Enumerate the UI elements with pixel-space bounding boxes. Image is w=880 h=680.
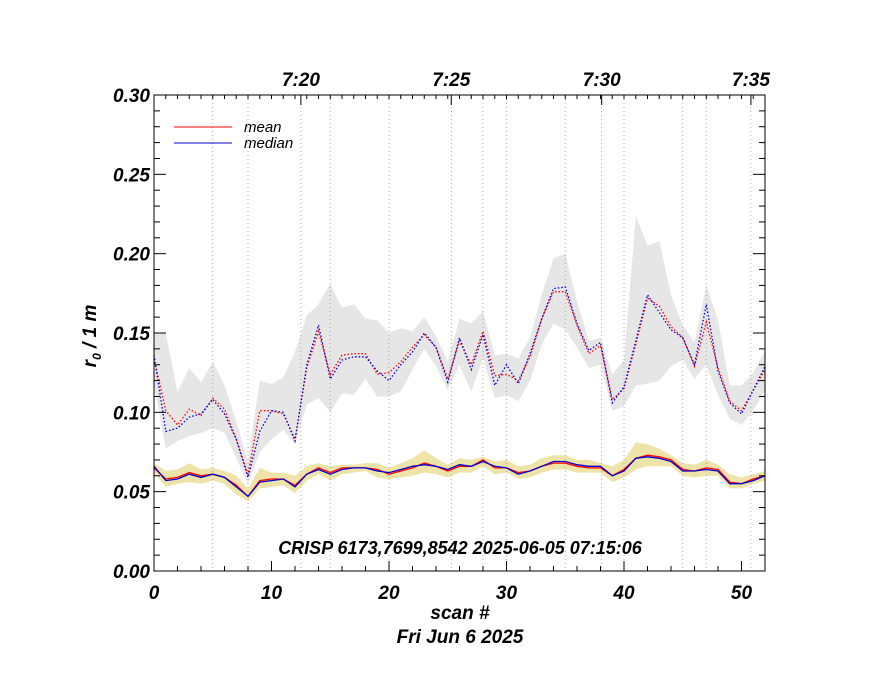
y-axis-title: r0 / 1 m [80,305,104,368]
x-tick-label-5: 50 [731,583,753,604]
data-series [153,286,766,498]
top-time-label-3: 7:35 [732,70,770,91]
y-tick-label-2: 0.10 [113,403,150,424]
y-axis-title-rest: / 1 m [80,305,101,354]
y-tick-label-6: 0.30 [113,86,150,107]
date-label: Fri Jun 6 2025 [397,627,524,648]
top-time-label-1: 7:25 [432,70,470,91]
x-tick-label-3: 30 [496,583,518,604]
y-axis-title-main: r [80,358,101,367]
y-tick-label-5: 0.25 [113,165,150,186]
y-tick-label-1: 0.05 [113,483,150,504]
x-tick-label-4: 40 [612,583,635,604]
tick-marks [153,94,766,572]
legend-label-mean: mean [244,119,282,136]
x-tick-label-2: 20 [377,583,400,604]
y-axis-title-sub: 0 [90,353,104,360]
series-line-0 [153,291,766,477]
x-tick-label-0: 0 [149,583,160,604]
y-axis-title-text: r0 / 1 m [80,305,104,368]
top-time-label-2: 7:30 [583,70,621,91]
series-line-3 [153,456,766,498]
legend: mean median [174,119,293,152]
x-tick-label-1: 10 [261,583,283,604]
y-tick-label-0: 0.00 [113,562,150,583]
tick-labels: 0 10 20 30 40 50 0.00 0.05 0.10 0.15 0.20 0.25 0.30 7… [113,70,770,604]
spread-bands [154,215,765,502]
vertical-gridlines [212,95,752,571]
y-tick-label-3: 0.15 [113,324,150,345]
y-tick-label-4: 0.20 [113,245,150,266]
x-axis-title: scan # [430,603,490,624]
top-time-label-0: 7:20 [282,70,320,91]
band-1 [154,442,765,502]
legend-label-median: median [244,135,293,152]
instrument-annotation: CRISP 6173,7699,8542 2025-06-05 07:15:06 [278,538,643,558]
band-0 [154,215,765,484]
